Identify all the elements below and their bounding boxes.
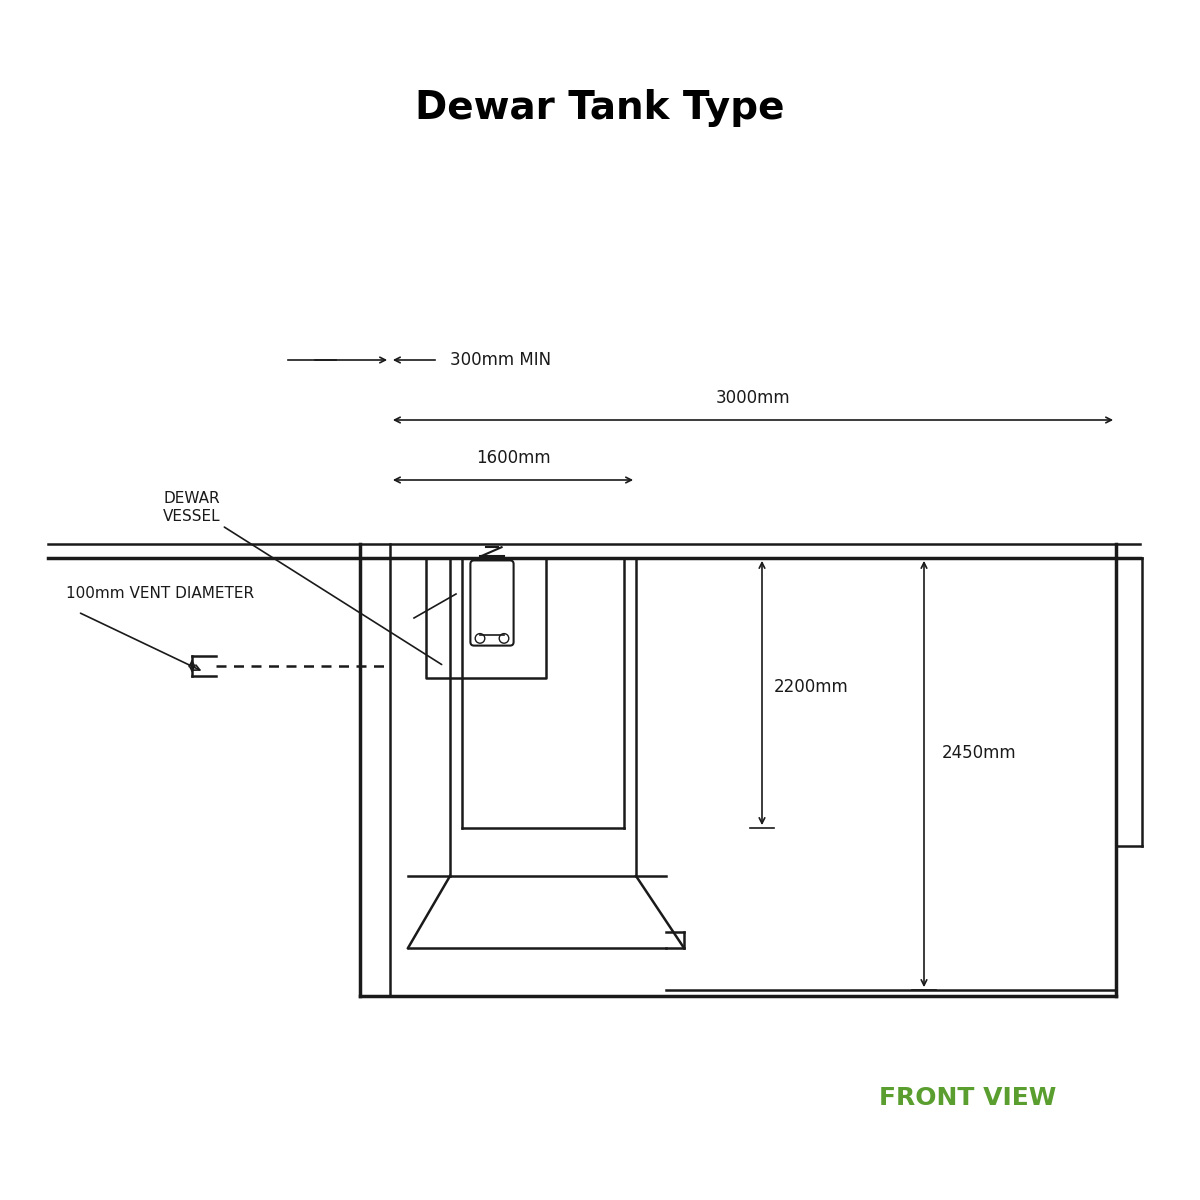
Text: 2450mm: 2450mm [942,744,1016,762]
FancyBboxPatch shape [470,560,514,646]
Text: FRONT VIEW: FRONT VIEW [878,1086,1056,1110]
Text: 1600mm: 1600mm [475,449,551,467]
Text: 3000mm: 3000mm [715,389,791,407]
Text: 300mm MIN: 300mm MIN [450,350,551,368]
Text: Dewar Tank Type: Dewar Tank Type [415,89,785,127]
Text: 100mm VENT DIAMETER: 100mm VENT DIAMETER [66,587,254,601]
Text: DEWAR
VESSEL: DEWAR VESSEL [163,491,221,523]
Text: 2200mm: 2200mm [774,678,848,696]
